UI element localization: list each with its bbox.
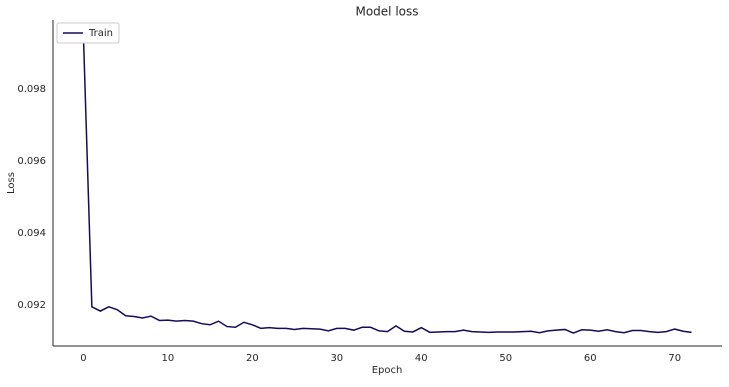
- y-tick-label: 0.098: [17, 84, 46, 95]
- loss-line: [82, 35, 692, 334]
- x-tick-label: 10: [162, 353, 175, 364]
- x-tick-label: 30: [330, 353, 343, 364]
- x-tick-label: 40: [415, 353, 428, 364]
- chart-title: Model loss: [355, 5, 418, 19]
- y-tick-label: 0.092: [17, 300, 46, 311]
- legend-label: Train: [88, 28, 113, 39]
- x-axis-label: Epoch: [372, 365, 403, 376]
- x-tick-label: 0: [80, 353, 86, 364]
- y-axis-label: Loss: [6, 172, 17, 194]
- x-tick-label: 20: [246, 353, 259, 364]
- x-tick-label: 70: [668, 353, 681, 364]
- x-tick-label: 60: [584, 353, 597, 364]
- y-tick-label: 0.094: [17, 228, 46, 239]
- x-tick-label: 50: [499, 353, 512, 364]
- y-tick-label: 0.096: [17, 156, 46, 167]
- legend-box: [56, 22, 120, 44]
